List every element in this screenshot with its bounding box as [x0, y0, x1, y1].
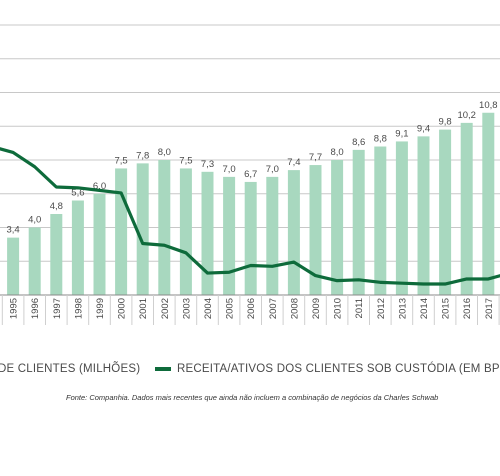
x-tick-label: 2013 — [397, 298, 408, 319]
bar-value-label: 5,6 — [71, 188, 84, 199]
x-tick-label: 1996 — [30, 298, 41, 319]
bar — [266, 176, 279, 295]
legend: DE CLIENTES (MILHÕES) RECEITA/ATIVOS DOS… — [0, 363, 500, 383]
x-tick-label: 2006 — [246, 298, 257, 319]
bar-value-label: 8,8 — [374, 134, 387, 145]
chart: 83,44,04,85,66,07,57,88,07,57,37,06,77,0… — [0, 24, 500, 325]
x-tick-label: 2012 — [376, 298, 387, 319]
x-tick-label: 1997 — [52, 298, 63, 319]
bar — [136, 163, 149, 295]
bar-value-label: 6,0 — [93, 181, 106, 192]
bar-value-label: 3,4 — [6, 225, 19, 236]
bar — [244, 181, 257, 295]
x-tick-label: 2000 — [117, 298, 128, 319]
bar — [7, 237, 20, 295]
bar — [71, 200, 84, 295]
x-tick-label: 2008 — [289, 298, 300, 319]
bar — [482, 112, 495, 295]
x-tick-label: 2016 — [462, 298, 473, 319]
x-tick-label: 2005 — [225, 298, 236, 319]
x-tick-label: 2015 — [441, 298, 452, 319]
bars — [7, 112, 495, 295]
bar — [395, 141, 408, 295]
bar — [179, 168, 192, 295]
bar — [28, 227, 41, 295]
bar-value-label: 7,5 — [179, 155, 192, 166]
bar-value-label: 8,6 — [352, 137, 365, 148]
x-tick-label: 2010 — [333, 298, 344, 319]
line-path — [0, 147, 500, 286]
bar — [374, 146, 387, 295]
line-series — [0, 147, 500, 286]
bar — [50, 214, 63, 295]
bar — [223, 176, 236, 295]
bar-value-label: 7,8 — [136, 150, 149, 161]
bar — [287, 170, 300, 295]
x-tick-label: 2017 — [484, 298, 495, 319]
bar — [309, 165, 322, 295]
bar — [439, 129, 452, 295]
x-tick-label: 2009 — [311, 298, 322, 319]
bar-value-label: 4,0 — [28, 215, 41, 226]
bar-value-label: 10,8 — [479, 100, 498, 111]
bar — [460, 122, 473, 295]
bar-value-label: 7,0 — [266, 164, 279, 175]
bar-value-label: 7,4 — [287, 157, 300, 168]
bar — [158, 160, 171, 295]
bar — [201, 171, 214, 295]
x-axis: 1994199519961997199819992000200120022003… — [0, 294, 500, 325]
bar-value-label: 8,0 — [158, 147, 171, 158]
x-tick-label: 1999 — [95, 298, 106, 319]
bar-value-label: 9,4 — [417, 123, 430, 134]
x-tick-label: 2002 — [160, 298, 171, 319]
bar-value-label: 7,7 — [309, 152, 322, 163]
bar-value-label: 6,7 — [244, 169, 257, 180]
legend-line-swatch — [155, 367, 171, 371]
legend-line-label: RECEITA/ATIVOS DOS CLIENTES SOB CUSTÓDIA… — [177, 363, 500, 375]
bar-value-label: 7,5 — [114, 155, 127, 166]
bar-value-label: 9,1 — [395, 128, 408, 139]
legend-item-line: RECEITA/ATIVOS DOS CLIENTES SOB CUSTÓDIA… — [155, 363, 500, 375]
bar — [115, 168, 128, 295]
x-tick-label: 1995 — [9, 298, 20, 319]
bar-value-label: 9,8 — [438, 117, 451, 128]
bar-value-label: 7,0 — [222, 164, 235, 175]
x-tick-label: 2007 — [268, 298, 279, 319]
x-tick-label: 2011 — [354, 298, 365, 318]
bar-value-label: 4,8 — [50, 201, 63, 212]
bar-labels: 83,44,04,85,66,07,57,88,07,57,37,06,77,0… — [6, 100, 498, 236]
bar — [331, 160, 344, 295]
x-tick-label: 2001 — [138, 298, 149, 319]
source-note: Fonte: Companhia. Dados mais recentes qu… — [66, 393, 439, 402]
bar-value-label: 7,3 — [201, 159, 214, 170]
x-tick-label: 1998 — [73, 298, 84, 319]
x-tick-label: 2004 — [203, 298, 214, 319]
bar — [93, 193, 106, 295]
legend-item-bars: DE CLIENTES (MILHÕES) — [0, 363, 141, 375]
x-tick-label: 2014 — [419, 298, 430, 319]
x-tick-label: 2003 — [181, 298, 192, 319]
bar — [417, 136, 430, 295]
bar-value-label: 8,0 — [330, 147, 343, 158]
bar — [352, 149, 365, 295]
bar-value-label: 10,2 — [457, 110, 476, 121]
